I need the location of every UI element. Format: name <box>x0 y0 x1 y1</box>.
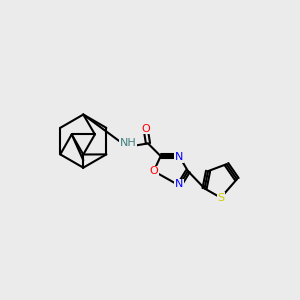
Text: N: N <box>175 152 183 162</box>
Text: O: O <box>141 124 150 134</box>
Text: S: S <box>217 193 224 203</box>
Text: NH: NH <box>120 138 137 148</box>
Text: N: N <box>175 179 183 189</box>
Text: O: O <box>149 166 158 176</box>
